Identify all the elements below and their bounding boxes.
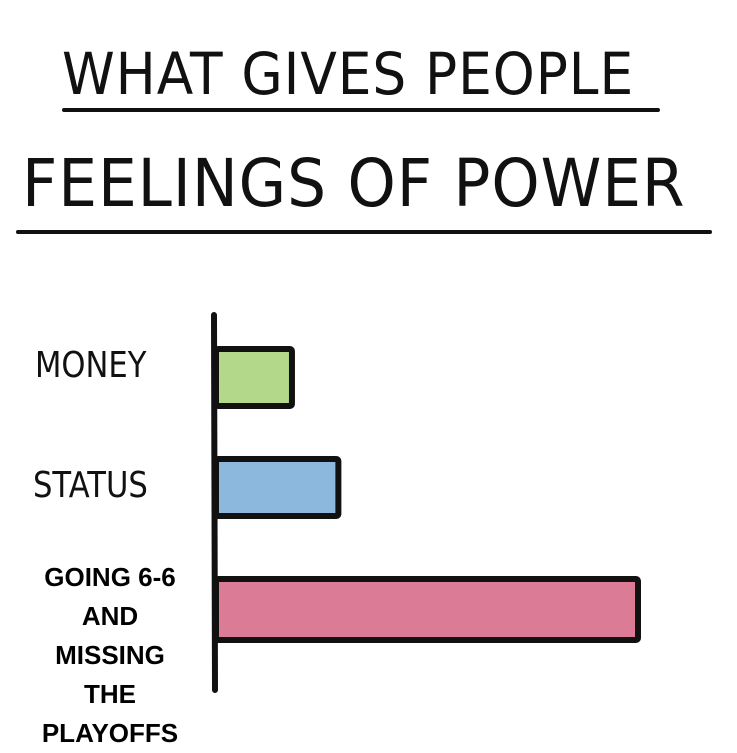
- category-label-status: STATUS: [33, 465, 148, 506]
- title-underline-2: [16, 230, 712, 234]
- category-label-line: MISSING: [55, 640, 165, 670]
- category-label-line: GOING 6-6: [44, 562, 176, 592]
- category-label-going-6-6: GOING 6-6 AND MISSING THE PLAYOFFS: [0, 558, 220, 753]
- y-axis-line: [211, 312, 218, 693]
- category-label-line: THE: [84, 679, 136, 709]
- title-underline-1: [62, 108, 660, 112]
- chart-title-line-2: FEELINGS OF POWER: [22, 145, 686, 222]
- category-label-money: MONEY: [35, 345, 147, 386]
- category-label-line: AND: [81, 601, 139, 631]
- category-label-line: PLAYOFFS: [41, 718, 179, 748]
- chart-title-line-1: WHAT GIVES PEOPLE: [62, 40, 635, 108]
- bar-1: [213, 346, 295, 409]
- bar-2: [213, 456, 342, 519]
- bar-3: [213, 576, 641, 643]
